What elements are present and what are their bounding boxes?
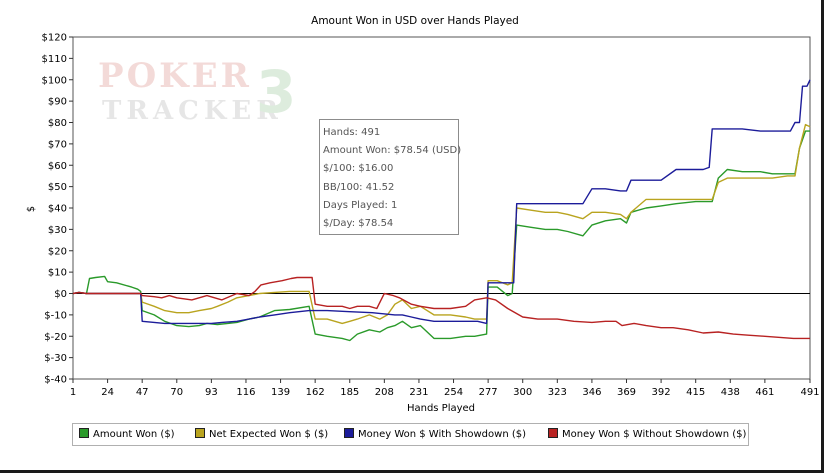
- y-tick-label: $110: [42, 54, 67, 65]
- legend-label: Amount Won ($): [93, 429, 175, 440]
- tooltip-bb-per-100: BB/100: 41.52: [323, 181, 395, 193]
- y-tick-label: $10: [48, 268, 67, 279]
- series-line-amount-won: [72, 130, 810, 342]
- x-axis-label: Hands Played: [407, 403, 475, 414]
- x-tick-label: 438: [721, 387, 740, 398]
- y-tick-label: $60: [48, 161, 67, 172]
- legend-swatch: [79, 428, 89, 438]
- legend-label: Money Won $ With Showdown ($): [358, 429, 527, 440]
- y-tick-label: $-20: [44, 332, 67, 343]
- y-tick-label: $80: [48, 118, 67, 129]
- x-tick-label: 231: [409, 387, 428, 398]
- x-tick-label: 369: [617, 387, 636, 398]
- x-tick-label: 185: [340, 387, 359, 398]
- x-tick-label: 346: [582, 387, 601, 398]
- tooltip-per-100: $/100: $16.00: [323, 163, 394, 175]
- x-tick-label: 70: [170, 387, 183, 398]
- series-line-net-expected-won: [72, 123, 811, 325]
- x-tick-label: 162: [306, 387, 325, 398]
- x-tick-label: 415: [686, 387, 705, 398]
- tooltip-hands: Hands: 491: [323, 127, 381, 138]
- y-tick-label: $120: [42, 33, 67, 44]
- x-tick-label: 24: [101, 387, 114, 398]
- y-tick-label: $0: [54, 289, 67, 300]
- y-tick-label: $50: [48, 182, 67, 193]
- y-tick-label: $90: [48, 97, 67, 108]
- y-axis: $-40 $-30 $-20 $-10 $0 $10 $20 $30 $40 $50 $60 $70 $…: [42, 33, 73, 386]
- legend-item-net-expected-won[interactable]: Net Expected Won $ ($): [195, 428, 328, 440]
- tooltip-amount-won: Amount Won: $78.54 (USD): [323, 145, 462, 157]
- x-tick-label: 323: [548, 387, 567, 398]
- y-tick-label: $20: [48, 246, 67, 257]
- chart-title: Amount Won in USD over Hands Played: [311, 15, 519, 27]
- legend-swatch: [344, 428, 354, 438]
- y-tick-label: $-30: [44, 353, 67, 364]
- x-tick-label: 277: [479, 387, 498, 398]
- x-tick-label: 491: [800, 387, 819, 398]
- legend-label: Money Won $ Without Showdown ($): [562, 429, 747, 440]
- series-lines: [72, 79, 811, 342]
- legend-swatch: [195, 428, 205, 438]
- y-tick-label: $-10: [44, 310, 67, 321]
- chart-legend: Amount Won ($) Net Expected Won $ ($) Mo…: [72, 423, 749, 446]
- x-tick-label: 139: [271, 387, 290, 398]
- series-line-money-won-without-showdown: [72, 276, 810, 340]
- x-tick-label: 208: [375, 387, 394, 398]
- tooltip-per-day: $/Day: $78.54: [323, 218, 394, 230]
- legend-swatch: [548, 428, 558, 438]
- y-axis-label: $: [26, 206, 37, 212]
- x-tick-label: 116: [236, 387, 255, 398]
- x-tick-label: 47: [136, 387, 149, 398]
- legend-label: Net Expected Won $ ($): [209, 429, 329, 440]
- series-line-money-won-with-showdown: [72, 79, 811, 325]
- x-tick-label: 392: [652, 387, 671, 398]
- y-tick-label: $-40: [44, 375, 67, 386]
- y-tick-label: $30: [48, 225, 67, 236]
- y-tick-label: $40: [48, 204, 67, 215]
- x-tick-label: 461: [755, 387, 774, 398]
- legend-item-with-showdown[interactable]: Money Won $ With Showdown ($): [344, 428, 526, 440]
- x-tick-label: 254: [444, 387, 463, 398]
- x-tick-label: 93: [205, 387, 218, 398]
- legend-item-without-showdown[interactable]: Money Won $ Without Showdown ($): [548, 428, 746, 440]
- y-tick-label: $70: [48, 139, 67, 150]
- tooltip-days-played: Days Played: 1: [323, 199, 398, 211]
- hover-tooltip: Hands: 491 Amount Won: $78.54 (USD) $/10…: [319, 119, 462, 235]
- legend-item-amount-won[interactable]: Amount Won ($): [79, 428, 175, 440]
- x-tick-label: 1: [70, 387, 76, 398]
- x-tick-label: 300: [513, 387, 532, 398]
- y-tick-label: $100: [42, 75, 67, 86]
- x-axis: 1 24 47 70 93 116 139 162 185 208 231 254 277 300 323 3…: [70, 379, 820, 398]
